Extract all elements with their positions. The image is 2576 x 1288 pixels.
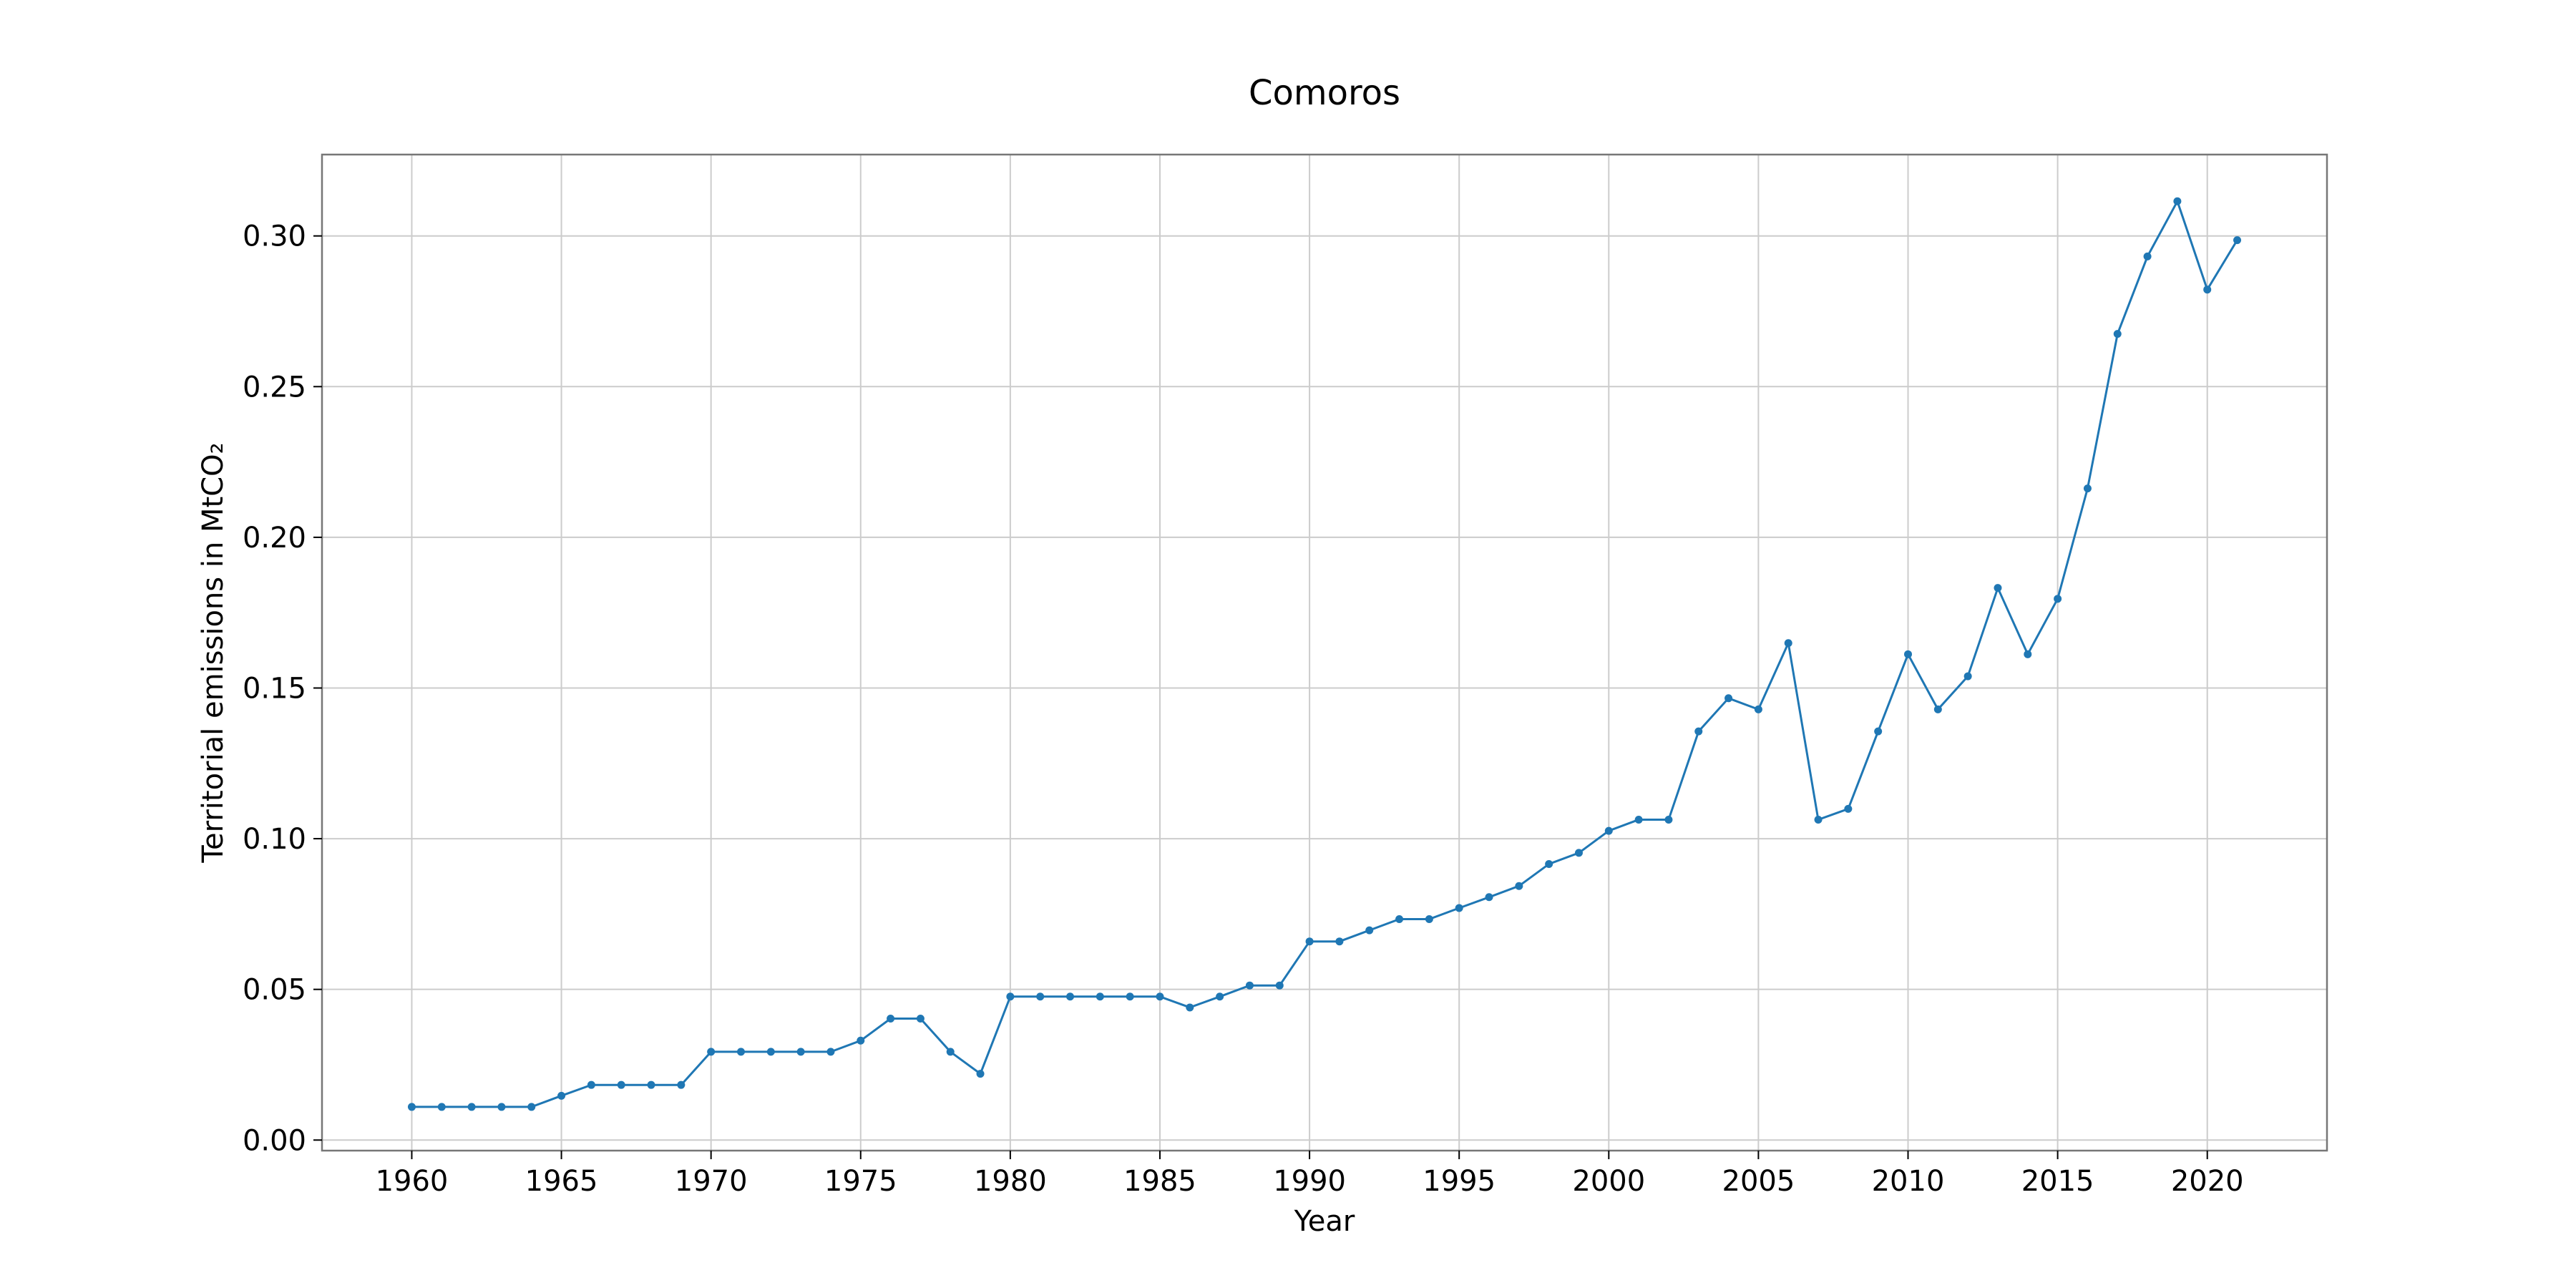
data-point bbox=[916, 1015, 924, 1023]
x-tick-label: 2005 bbox=[1722, 1165, 1795, 1198]
x-tick-label: 1990 bbox=[1273, 1165, 1346, 1198]
data-point bbox=[1036, 992, 1045, 1001]
data-point bbox=[1305, 937, 1314, 946]
data-point bbox=[1634, 816, 1643, 824]
x-tick-label: 2010 bbox=[1872, 1165, 1945, 1198]
data-point bbox=[1455, 904, 1463, 912]
data-point bbox=[407, 1103, 416, 1111]
data-point bbox=[1096, 992, 1104, 1001]
data-point bbox=[1395, 915, 1404, 924]
data-point bbox=[2173, 197, 2182, 205]
data-point bbox=[2024, 650, 2032, 658]
series-line bbox=[411, 198, 2238, 1108]
x-tick-label: 1980 bbox=[974, 1165, 1047, 1198]
data-point bbox=[1664, 816, 1673, 824]
data-point bbox=[467, 1103, 476, 1111]
data-point bbox=[2083, 484, 2092, 493]
data-point bbox=[707, 1048, 716, 1056]
y-axis-label: Territorial emissions in MtCO₂ bbox=[197, 442, 230, 863]
data-point bbox=[1904, 650, 1913, 658]
data-point bbox=[2054, 595, 2062, 603]
y-tick-label: 0.05 bbox=[243, 974, 306, 1007]
y-tick-label: 0.25 bbox=[243, 371, 306, 404]
data-point bbox=[1186, 1003, 1194, 1012]
x-tick-label: 1970 bbox=[675, 1165, 748, 1198]
data-point bbox=[677, 1080, 686, 1089]
data-point bbox=[1545, 859, 1553, 868]
series-layer bbox=[407, 197, 2242, 1111]
data-point bbox=[1126, 992, 1134, 1001]
data-point bbox=[1066, 992, 1075, 1001]
data-point bbox=[1335, 937, 1344, 946]
data-point bbox=[1784, 639, 1792, 648]
data-point bbox=[2233, 236, 2242, 245]
x-tick-label: 1985 bbox=[1123, 1165, 1196, 1198]
x-tick-label: 1960 bbox=[376, 1165, 449, 1198]
y-tick-label: 0.00 bbox=[243, 1124, 306, 1157]
data-point bbox=[527, 1103, 536, 1111]
y-tick-label: 0.30 bbox=[243, 220, 306, 253]
data-point bbox=[1754, 705, 1762, 713]
data-point bbox=[887, 1015, 895, 1023]
data-point bbox=[1006, 992, 1015, 1001]
data-point bbox=[437, 1103, 446, 1111]
data-point bbox=[1275, 981, 1284, 990]
data-point bbox=[497, 1103, 506, 1111]
data-point bbox=[1933, 705, 1942, 713]
data-point bbox=[587, 1080, 595, 1089]
x-tick-label: 1995 bbox=[1423, 1165, 1496, 1198]
data-point bbox=[1425, 915, 1433, 924]
data-point bbox=[1216, 992, 1224, 1001]
data-point bbox=[1156, 992, 1164, 1001]
data-point bbox=[946, 1048, 955, 1056]
data-point bbox=[826, 1048, 835, 1056]
data-point bbox=[1694, 727, 1703, 736]
x-tick-label: 2000 bbox=[1572, 1165, 1645, 1198]
data-point bbox=[736, 1048, 745, 1056]
data-point bbox=[617, 1080, 625, 1089]
data-point bbox=[1515, 882, 1523, 890]
x-tick-label: 1975 bbox=[824, 1165, 897, 1198]
data-point bbox=[647, 1080, 655, 1089]
data-point bbox=[766, 1048, 775, 1056]
data-point bbox=[1994, 584, 2002, 592]
data-point bbox=[2113, 330, 2122, 338]
data-point bbox=[1485, 893, 1493, 902]
data-point bbox=[2143, 252, 2152, 260]
data-point bbox=[2203, 286, 2212, 294]
data-point bbox=[1844, 804, 1853, 813]
data-point bbox=[1574, 849, 1583, 857]
x-tick-label: 1965 bbox=[525, 1165, 598, 1198]
data-point bbox=[1963, 672, 1972, 680]
data-point bbox=[557, 1091, 566, 1100]
data-point bbox=[1365, 926, 1374, 935]
data-point bbox=[796, 1048, 805, 1056]
x-tick-label: 2020 bbox=[2171, 1165, 2244, 1198]
data-point bbox=[1604, 826, 1613, 835]
data-point bbox=[1724, 694, 1733, 703]
y-tick-label: 0.10 bbox=[243, 823, 306, 856]
data-point bbox=[976, 1070, 985, 1078]
axis-ticks: 1960 1965 1970 1975 1980 1985 1990 1995 2000 2005… bbox=[243, 220, 2244, 1198]
plot-frame bbox=[321, 153, 2328, 1152]
y-tick-label: 0.20 bbox=[243, 522, 306, 555]
x-tick-label: 2015 bbox=[2021, 1165, 2094, 1198]
x-axis-label: Year bbox=[1294, 1205, 1355, 1238]
y-tick-label: 0.15 bbox=[243, 672, 306, 705]
data-point bbox=[1874, 727, 1883, 736]
data-point bbox=[1814, 816, 1823, 824]
data-point bbox=[1245, 981, 1254, 990]
data-point bbox=[857, 1036, 865, 1045]
gridlines bbox=[322, 155, 2327, 1151]
chart-title: Comoros bbox=[1249, 73, 1400, 113]
